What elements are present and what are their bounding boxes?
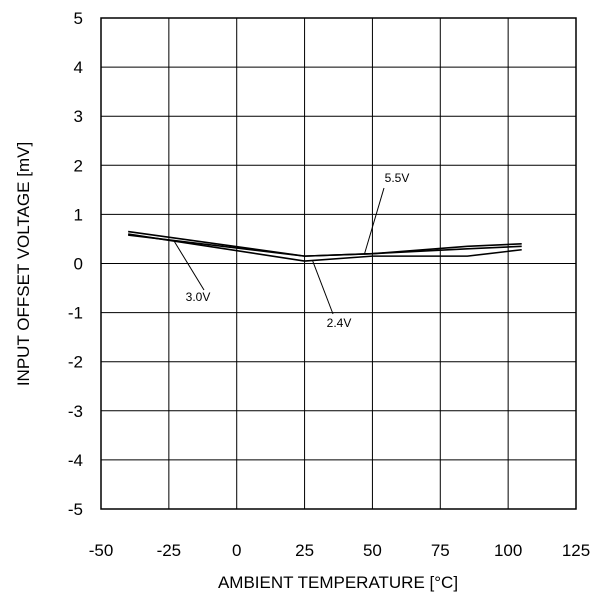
x-tick-label: 0	[232, 541, 241, 560]
y-tick-label: 5	[74, 9, 83, 28]
y-tick-label: 3	[74, 107, 83, 126]
y-tick-label: -5	[68, 500, 83, 519]
annotation-leader	[313, 261, 333, 314]
y-tick-label: -3	[68, 402, 83, 421]
x-tick-label: 75	[431, 541, 450, 560]
annotation-label: 3.0V	[186, 290, 211, 304]
x-tick-labels: -50 -25 0 25 50 75 100 125	[89, 541, 590, 560]
y-tick-label: 1	[74, 205, 83, 224]
y-tick-label: 0	[74, 255, 83, 274]
x-tick-label: 125	[562, 541, 590, 560]
y-tick-labels: 5 4 3 2 1 0 -1 -2 -3 -4 -5	[68, 9, 83, 519]
x-tick-label: -50	[89, 541, 114, 560]
x-tick-label: 100	[494, 541, 522, 560]
y-tick-label: 4	[74, 58, 83, 77]
annotation-leader	[174, 241, 204, 290]
grid	[101, 18, 576, 509]
x-tick-label: 50	[363, 541, 382, 560]
series-line-3-0V	[128, 235, 522, 256]
series-annotations: 5.5V 3.0V 2.4V	[174, 171, 409, 330]
annotation-label: 2.4V	[327, 316, 352, 330]
x-tick-label: -25	[157, 541, 182, 560]
x-axis-title: AMBIENT TEMPERATURE [°C]	[218, 573, 458, 592]
series-group	[128, 232, 522, 261]
y-tick-label: 2	[74, 156, 83, 175]
y-tick-label: -4	[68, 451, 83, 470]
y-axis-title: INPUT OFFSET VOLTAGE [mV]	[14, 142, 33, 386]
annotation-leader	[364, 188, 384, 255]
y-tick-label: -1	[68, 304, 83, 323]
x-tick-label: 25	[295, 541, 314, 560]
y-tick-label: -2	[68, 353, 83, 372]
annotation-label: 5.5V	[385, 171, 410, 185]
series-line-2-4V	[128, 234, 522, 261]
